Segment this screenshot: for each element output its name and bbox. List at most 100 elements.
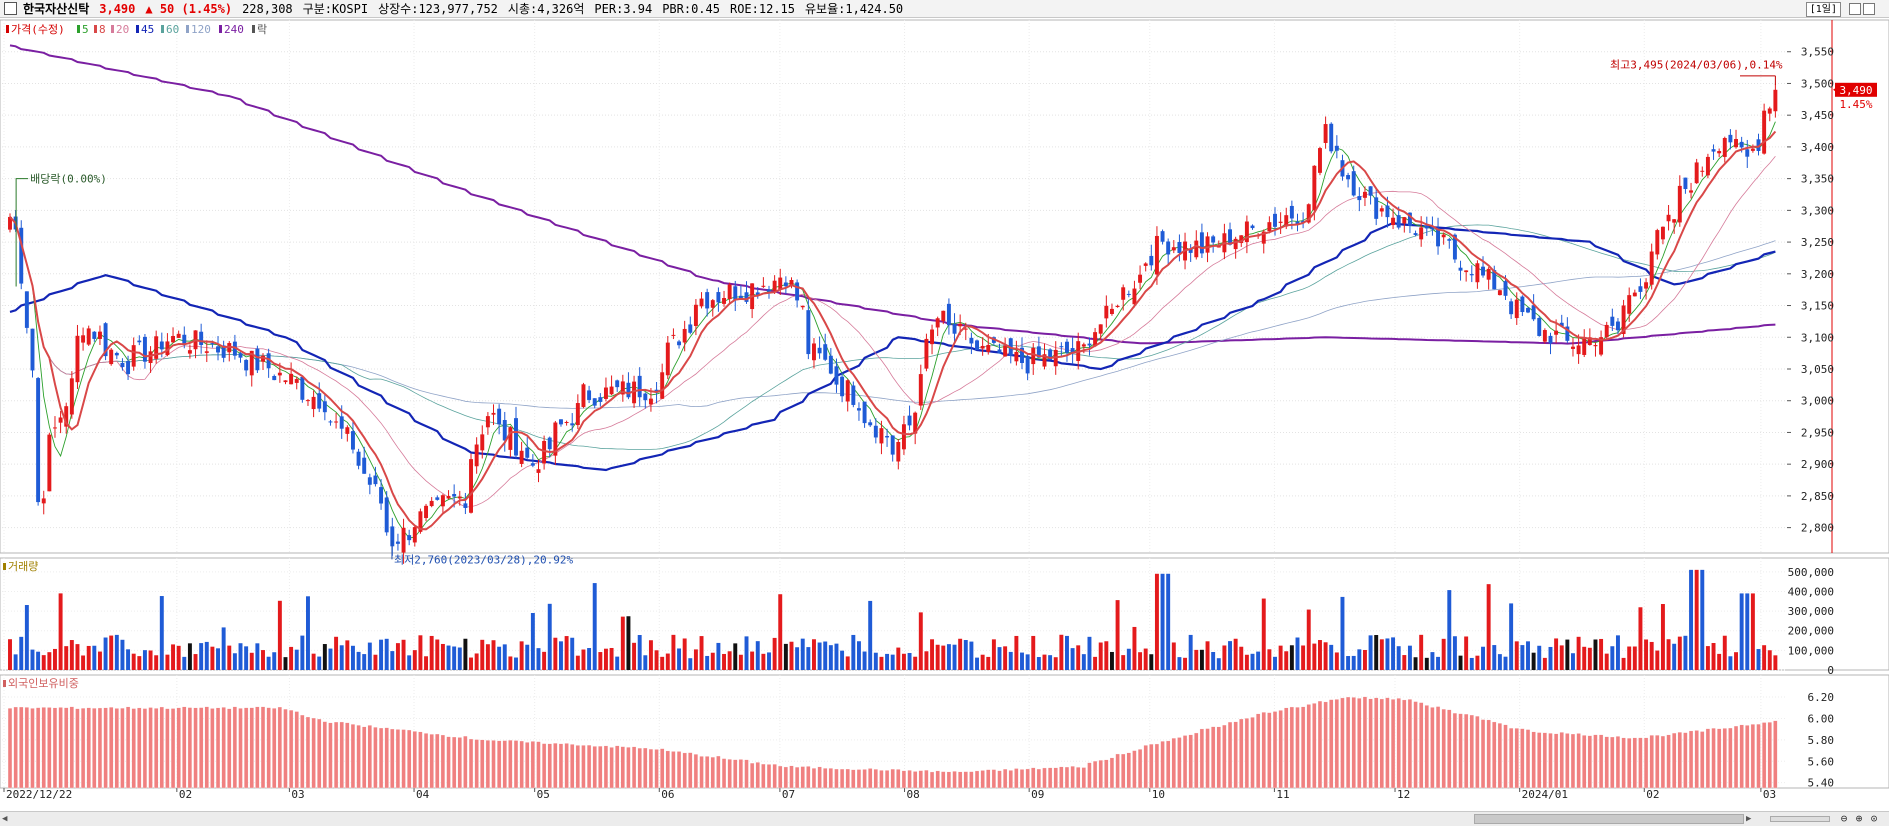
volume-bar [1273,656,1277,670]
volume-bar [1458,655,1463,670]
foreign-bar [1132,750,1137,789]
foreign-bar [761,763,766,789]
candle-body [671,334,676,336]
foreign-bar [1340,697,1345,789]
period-button[interactable]: [1일] [1805,2,1841,17]
volume-bar [530,613,535,670]
volume-bar [266,656,271,670]
y-tick-label: 3,100 [1801,331,1834,344]
volume-bar [474,653,479,670]
candle-body [1638,286,1643,292]
volume-bar [969,641,974,670]
close-icon[interactable] [1863,3,1875,15]
candle-body [817,347,822,354]
volume-bar [1166,573,1171,670]
volume-bar [609,647,614,670]
foreign-bar [1632,737,1637,789]
candle-body [918,374,923,406]
candle-body [339,416,344,429]
foreign-bar [1256,713,1261,789]
foreign-bar [935,770,940,789]
volume-bar [1109,651,1114,670]
foreign-bar [165,708,170,789]
volume-bar [1705,646,1710,670]
foreign-bar [631,746,637,789]
foreign-bar [626,747,631,789]
foreign-bar [1115,753,1120,789]
scroll-left-icon[interactable]: ◀ [2,814,8,824]
volume-y-label: 100,000 [1788,644,1834,657]
candle-body [19,227,24,284]
volume-bar [1385,638,1390,670]
volume-bar [677,648,682,670]
volume-y-label: 400,000 [1788,585,1834,598]
stock-chart[interactable]: 최고3,495(2024/03/06),0.14% 최저2,760(2023/03… [0,18,1889,811]
volume-bar [1514,641,1519,670]
candle-body [637,375,642,398]
foreign-bar [1166,740,1171,789]
volume-bar [868,600,873,670]
foreign-bar [1289,706,1294,789]
x-tick-label: 04 [416,788,430,801]
foreign-bar [1435,706,1441,789]
volume-bar [1233,638,1238,670]
foreign-bar [1643,737,1649,789]
x-tick-label: 03 [1763,788,1776,801]
foreign-bar [1284,707,1289,789]
candle-body [1323,124,1328,143]
foreign-bar [300,714,305,789]
candle-body [283,380,288,383]
volume-bar [1762,645,1767,670]
foreign-bar [1126,752,1131,789]
candle-body [1273,213,1277,227]
foreign-bar [671,751,676,789]
candle-body [851,385,856,405]
candle-body [1767,108,1772,114]
foreign-bar [1509,727,1514,789]
volume-bar [1542,657,1547,670]
candle-body [1526,307,1530,313]
foreign-bar [322,721,327,789]
foreign-bar [1486,719,1491,789]
foreign-bar [333,721,339,789]
candle-body [41,498,46,504]
volume-bar [1638,607,1643,670]
candle-body [328,421,333,423]
zoom-out-icon[interactable]: ⊖ [1840,812,1848,825]
candle-body [755,292,760,296]
candle-body [845,380,850,402]
dividend-marker [15,178,29,287]
foreign-bar [834,768,839,789]
volume-bar [13,654,18,670]
foreign-bar [384,727,389,789]
volume-bar [1689,569,1694,670]
zoom-slider[interactable] [1770,816,1830,822]
volume-bar [1008,651,1013,670]
market-type: 구분:KOSPI [302,2,369,16]
candle-body [525,447,530,458]
volume-bar [598,652,603,670]
foreign-bar [1300,706,1306,789]
volume-bar [1098,642,1103,670]
volume-bar [648,640,653,670]
scroll-thumb[interactable] [1474,814,1744,824]
foreign-bar [58,707,63,789]
volume-bar [1660,604,1665,670]
foreign-bar [311,717,316,789]
candle-body [1318,148,1322,173]
chart-scrollbar[interactable]: ◀ ▶ ⊖ ⊕ ⊙ [0,811,1889,826]
volume-bar [1621,657,1626,670]
y-tick-label: 3,250 [1801,236,1834,249]
checkbox-icon[interactable] [4,2,17,15]
candle-body [1503,281,1508,296]
minimize-icon[interactable] [1849,3,1861,15]
foreign-bar [1182,735,1188,789]
zoom-in-icon[interactable]: ⊕ [1855,812,1863,825]
zoom-reset-icon[interactable]: ⊙ [1870,812,1878,825]
scroll-right-icon[interactable]: ▶ [1746,814,1752,824]
foreign-bar [131,708,136,789]
volume-bar [885,653,890,670]
volume-bar [137,656,142,670]
candle-body [924,338,929,369]
legend-swatch [136,25,139,33]
